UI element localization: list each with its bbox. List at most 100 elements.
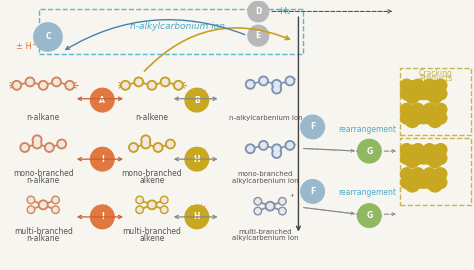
Ellipse shape bbox=[160, 206, 168, 214]
Ellipse shape bbox=[160, 77, 170, 87]
Ellipse shape bbox=[247, 82, 253, 87]
Text: alkylcarbenium ion: alkylcarbenium ion bbox=[232, 178, 299, 184]
Ellipse shape bbox=[423, 168, 436, 180]
Ellipse shape bbox=[435, 87, 447, 100]
Ellipse shape bbox=[160, 196, 168, 204]
Ellipse shape bbox=[173, 80, 183, 90]
Text: H: H bbox=[193, 155, 200, 164]
Ellipse shape bbox=[423, 87, 436, 100]
Ellipse shape bbox=[259, 76, 268, 86]
Ellipse shape bbox=[91, 88, 114, 112]
Ellipse shape bbox=[428, 178, 442, 192]
Ellipse shape bbox=[147, 80, 156, 90]
Ellipse shape bbox=[423, 103, 436, 116]
Ellipse shape bbox=[401, 168, 413, 180]
Ellipse shape bbox=[428, 169, 442, 184]
Ellipse shape bbox=[149, 202, 155, 208]
Ellipse shape bbox=[149, 82, 155, 88]
Text: n-alkene: n-alkene bbox=[136, 113, 168, 122]
Ellipse shape bbox=[121, 80, 130, 90]
Ellipse shape bbox=[412, 168, 424, 180]
Ellipse shape bbox=[412, 176, 424, 188]
Ellipse shape bbox=[428, 89, 442, 103]
Text: mono-branched: mono-branched bbox=[237, 171, 293, 177]
Ellipse shape bbox=[40, 82, 46, 88]
Ellipse shape bbox=[155, 145, 161, 150]
Ellipse shape bbox=[405, 81, 419, 95]
Ellipse shape bbox=[162, 207, 166, 212]
FancyArrowPatch shape bbox=[78, 97, 122, 100]
Text: n-alkane: n-alkane bbox=[27, 176, 60, 185]
Ellipse shape bbox=[435, 79, 447, 92]
Ellipse shape bbox=[20, 143, 29, 152]
Ellipse shape bbox=[27, 196, 35, 204]
Text: alkene: alkene bbox=[139, 234, 164, 243]
Ellipse shape bbox=[428, 113, 442, 127]
FancyArrowPatch shape bbox=[145, 28, 290, 71]
Ellipse shape bbox=[357, 139, 381, 163]
Ellipse shape bbox=[423, 176, 436, 188]
Ellipse shape bbox=[423, 112, 436, 124]
Ellipse shape bbox=[428, 81, 442, 95]
Ellipse shape bbox=[412, 144, 424, 156]
Ellipse shape bbox=[165, 139, 175, 149]
Ellipse shape bbox=[91, 205, 114, 229]
Ellipse shape bbox=[274, 82, 280, 87]
Ellipse shape bbox=[401, 112, 413, 124]
Ellipse shape bbox=[137, 198, 142, 202]
Ellipse shape bbox=[52, 196, 59, 204]
Ellipse shape bbox=[27, 79, 33, 85]
Ellipse shape bbox=[46, 145, 52, 150]
Ellipse shape bbox=[412, 103, 424, 116]
Ellipse shape bbox=[301, 115, 324, 139]
Text: C: C bbox=[45, 32, 51, 42]
Ellipse shape bbox=[272, 144, 282, 154]
Ellipse shape bbox=[401, 79, 413, 92]
Ellipse shape bbox=[272, 84, 282, 94]
Ellipse shape bbox=[265, 201, 275, 211]
Ellipse shape bbox=[267, 203, 273, 209]
Ellipse shape bbox=[412, 112, 424, 124]
Ellipse shape bbox=[428, 154, 442, 168]
Ellipse shape bbox=[287, 143, 293, 148]
Ellipse shape bbox=[405, 105, 419, 119]
Ellipse shape bbox=[423, 144, 436, 156]
Ellipse shape bbox=[154, 143, 163, 152]
Ellipse shape bbox=[25, 77, 35, 87]
Ellipse shape bbox=[185, 205, 209, 229]
Ellipse shape bbox=[435, 168, 447, 180]
Ellipse shape bbox=[274, 86, 280, 92]
Text: G: G bbox=[366, 211, 373, 220]
Text: ± H₂: ± H₂ bbox=[93, 204, 111, 213]
Text: n-alkylcarbenium ion: n-alkylcarbenium ion bbox=[228, 114, 302, 120]
Ellipse shape bbox=[254, 198, 262, 205]
Ellipse shape bbox=[401, 176, 413, 188]
Ellipse shape bbox=[435, 152, 447, 164]
Ellipse shape bbox=[34, 141, 40, 147]
Text: alkene: alkene bbox=[139, 176, 164, 185]
Ellipse shape bbox=[247, 146, 253, 152]
Ellipse shape bbox=[401, 152, 413, 164]
Ellipse shape bbox=[248, 25, 269, 46]
Ellipse shape bbox=[416, 173, 431, 188]
Ellipse shape bbox=[272, 80, 282, 89]
Ellipse shape bbox=[59, 141, 64, 147]
Ellipse shape bbox=[435, 112, 447, 124]
Text: B: B bbox=[194, 96, 200, 104]
Ellipse shape bbox=[52, 206, 59, 214]
Ellipse shape bbox=[40, 202, 46, 208]
Ellipse shape bbox=[412, 152, 424, 164]
Ellipse shape bbox=[91, 147, 114, 171]
Ellipse shape bbox=[57, 139, 66, 149]
Ellipse shape bbox=[255, 209, 260, 213]
Ellipse shape bbox=[38, 80, 48, 90]
Text: n-alkylcarbonium ion: n-alkylcarbonium ion bbox=[130, 22, 226, 31]
Text: G: G bbox=[366, 147, 373, 156]
Ellipse shape bbox=[261, 143, 266, 148]
Ellipse shape bbox=[141, 139, 151, 149]
Ellipse shape bbox=[435, 144, 447, 156]
FancyArrowPatch shape bbox=[78, 157, 122, 161]
FancyArrowPatch shape bbox=[78, 215, 122, 219]
Text: ± H⁺: ± H⁺ bbox=[16, 42, 36, 51]
FancyArrowPatch shape bbox=[175, 157, 216, 161]
